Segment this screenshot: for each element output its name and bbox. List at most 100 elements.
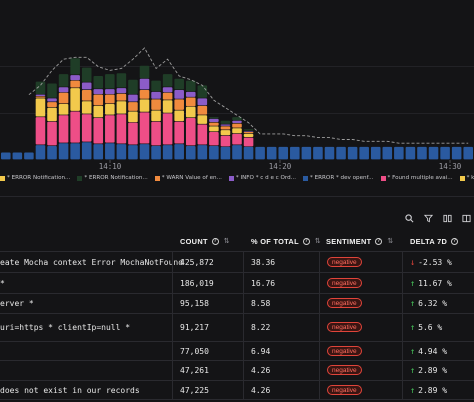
bar-segment-pink[interactable] [243,137,254,147]
bar-segment-navy[interactable] [255,146,265,160]
bar-segment-navy[interactable] [116,144,127,160]
bar-segment-pink[interactable] [232,133,242,145]
bar-segment-pink[interactable] [220,135,231,147]
bar-segment-orange[interactable] [197,105,208,115]
table-row[interactable]: 47,261 4.26 negative ↑ 2.89 % [0,361,474,381]
bar-segment-darkgreen[interactable] [81,67,92,82]
table-row[interactable]: does not exist in our records 47,225 4.26 n… [0,381,474,400]
legend-item[interactable]: * INFO * c d e c Ord... [228,175,296,181]
bar-segment-darkgreen[interactable] [93,76,104,89]
bar-segment-darkgreen[interactable] [174,78,184,90]
bar-segment-yellow[interactable] [185,106,196,118]
bar-segment-pink[interactable] [151,121,161,146]
delta-header[interactable]: DELTA 7D ? [410,237,459,246]
bar-segment-darkgreen[interactable] [162,74,173,87]
table-row[interactable]: erver * 95,158 8.58 negative ↑ 6.32 % [0,294,474,314]
bar-segment-orange[interactable] [139,90,150,99]
bar-segment-purple[interactable] [128,94,138,102]
bar-segment-orange[interactable] [162,92,173,100]
bar-segment-pink[interactable] [116,114,127,144]
bar-segment-yellow[interactable] [220,130,231,136]
bar-segment-pink[interactable] [35,117,46,145]
bar-segment-purple[interactable] [243,131,254,132]
bar-segment-orange[interactable] [70,80,80,88]
search-icon[interactable] [402,211,417,225]
bar-segment-purple[interactable] [220,124,231,126]
bar-segment-navy[interactable] [47,146,57,160]
sentiment-header[interactable]: SENTIMENT ? ⇅ [326,237,394,246]
sort-icon[interactable]: ⇅ [387,238,394,245]
bar-segment-orange[interactable] [185,97,196,107]
bar-segment-navy[interactable] [382,146,393,160]
bar-segment-yellow[interactable] [128,111,138,123]
bar-segment-yellow[interactable] [151,110,161,122]
bar-segment-pink[interactable] [174,121,184,144]
bar-segment-purple[interactable] [47,98,57,102]
bar-segment-navy[interactable] [232,145,242,160]
bar-segment-orange[interactable] [174,99,184,110]
bar-segment-pink[interactable] [197,124,208,145]
bar-segment-orange[interactable] [58,92,69,104]
bar-segment-navy[interactable] [209,146,219,160]
bar-segment-darkgreen[interactable] [151,80,161,92]
bar-segment-navy[interactable] [370,146,381,160]
bar-segment-pink[interactable] [185,118,196,146]
bar-segment-darkgreen[interactable] [243,129,254,131]
bar-segment-navy[interactable] [394,146,404,160]
bar-segment-purple[interactable] [174,90,184,99]
bar-segment-yellow[interactable] [197,115,208,124]
bar-segment-purple[interactable] [209,118,219,123]
legend-item[interactable]: * WARN Value of en... [154,175,222,181]
bar-segment-navy[interactable] [428,146,439,160]
bar-segment-yellow[interactable] [70,88,80,111]
bar-segment-purple[interactable] [151,91,161,99]
bar-segment-pink[interactable] [81,114,92,142]
bar-segment-navy[interactable] [162,145,173,160]
bar-segment-navy[interactable] [440,146,450,160]
bar-segment-yellow[interactable] [174,110,184,122]
bar-segment-navy[interactable] [290,146,300,160]
bar-segment-purple[interactable] [35,94,46,96]
bar-segment-yellow[interactable] [105,104,115,115]
bar-segment-navy[interactable] [359,146,369,160]
bar-segment-purple[interactable] [197,98,208,106]
bar-segment-purple[interactable] [232,120,242,123]
bar-segment-purple[interactable] [105,89,115,95]
bar-segment-purple[interactable] [81,82,92,90]
bar-segment-pink[interactable] [93,118,104,144]
bar-segment-darkgreen[interactable] [47,83,57,98]
bar-segment-darkgreen[interactable] [105,74,115,89]
bar-segment-orange[interactable] [35,96,46,98]
bar-segment-navy[interactable] [336,146,346,160]
bar-segment-navy[interactable] [278,146,289,160]
bar-segment-navy[interactable] [324,146,335,160]
table-row[interactable]: * 186,019 16.76 negative ↑ 11.67 % [0,273,474,294]
bar-segment-orange[interactable] [105,94,115,104]
bar-segment-yellow[interactable] [58,104,69,115]
sort-icon[interactable]: ⇅ [223,238,230,245]
bar-segment-navy[interactable] [451,146,462,160]
bar-segment-navy[interactable] [58,143,69,160]
bar-segment-darkgreen[interactable] [185,80,196,92]
bar-segment-navy[interactable] [243,146,254,160]
bar-segment-navy[interactable] [70,143,80,160]
bar-segment-yellow[interactable] [139,99,150,112]
bar-segment-navy[interactable] [417,146,427,160]
bar-segment-darkgreen[interactable] [35,81,46,95]
sort-icon[interactable]: ⇅ [314,238,322,245]
bar-segment-navy[interactable] [463,146,473,160]
bar-segment-pink[interactable] [47,121,57,146]
bar-segment-darkgreen[interactable] [209,117,219,119]
bar-segment-purple[interactable] [93,89,104,95]
bar-segment-purple[interactable] [116,88,127,94]
bar-segment-darkgreen[interactable] [232,117,242,121]
bar-segment-purple[interactable] [58,87,69,93]
bar-segment-orange[interactable] [243,132,254,134]
bar-segment-navy[interactable] [1,152,11,160]
bar-segment-pink[interactable] [209,132,219,146]
bar-segment-yellow[interactable] [116,101,127,114]
bar-segment-navy[interactable] [35,145,46,160]
count-header[interactable]: COUNT ? ⇅ [180,237,230,246]
table-row[interactable]: eate Mocha context Error MochaNotFound 42… [0,252,474,273]
bar-segment-orange[interactable] [47,102,57,108]
